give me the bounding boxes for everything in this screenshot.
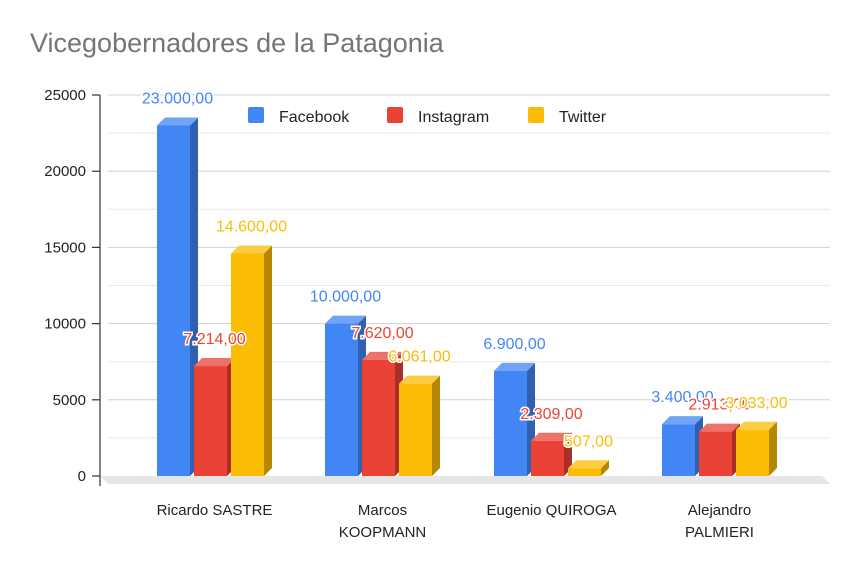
bar-top-instagram [362,351,403,360]
bar-side-instagram [564,432,572,476]
legend-swatch-instagram [387,107,403,123]
bar-side-twitter [432,375,440,476]
x-category-label: PALMIERI [685,524,754,541]
bar-top-twitter [568,460,609,469]
bar-top-twitter [399,375,440,384]
data-label-instagram: 7.214,00 [183,331,245,348]
x-category-label: Ricardo SASTRE [157,502,273,519]
data-label-facebook: 3.400,00 [651,389,713,406]
bar-top-instagram [531,432,572,441]
legend-label-twitter: Twitter [559,109,607,126]
bar-facebook [662,424,695,476]
bar-side-twitter [264,245,272,476]
data-label-facebook: 10.000,00 [310,289,381,306]
legend-swatch-facebook [248,107,264,123]
data-label-twitter: 14.600,00 [216,218,287,235]
bar-top-instagram [194,358,235,367]
bar-instagram [699,431,732,476]
x-category-label: KOOPMANN [339,524,427,541]
bar-twitter [231,253,264,476]
x-category-label: Eugenio QUIROGA [486,502,616,519]
bar-top-instagram [699,423,740,432]
bar-twitter [736,429,769,476]
y-tick-label: 5000 [53,392,86,409]
bar-twitter [568,468,601,476]
chart-title: Vicegobernadores de la Patagonia [30,28,444,58]
bar-instagram [362,359,395,476]
chart-floor [100,476,830,484]
data-label-instagram: 7.620,00 [351,325,413,342]
data-label-facebook: 23.000,00 [142,90,213,107]
bar-instagram [531,440,564,476]
bar-facebook [494,370,527,476]
bar-top-facebook [662,416,703,425]
bar-top-twitter [231,245,272,254]
data-label-instagram: 2.913,00 [688,397,750,414]
data-label-twitter: 507,00 [564,433,613,450]
bar-top-twitter [736,421,777,430]
bar-twitter [399,383,432,476]
y-tick-label: 25000 [44,87,86,104]
bar-top-facebook [325,315,366,324]
bar-top-facebook [494,362,535,371]
y-tick-label: 10000 [44,316,86,333]
bar-side-twitter [769,421,777,476]
x-category-label: Marcos [358,502,407,519]
data-label-facebook: 6.900,00 [483,336,545,353]
data-label-twitter: 3.033,00 [725,395,787,412]
y-tick-label: 15000 [44,239,86,256]
bar-top-facebook [157,117,198,126]
legend-label-instagram: Instagram [418,109,489,126]
data-label-twitter: 6.061,00 [388,349,450,366]
legend-swatch-twitter [528,107,544,123]
bar-facebook [157,125,190,476]
bar-instagram [194,366,227,476]
data-label-instagram: 2.309,00 [520,406,582,423]
y-tick-label: 0 [78,468,86,485]
bar-facebook [325,323,358,476]
legend-label-facebook: Facebook [279,109,350,126]
y-tick-label: 20000 [44,163,86,180]
bar-side-twitter [601,460,609,476]
x-category-label: Alejandro [688,502,751,519]
